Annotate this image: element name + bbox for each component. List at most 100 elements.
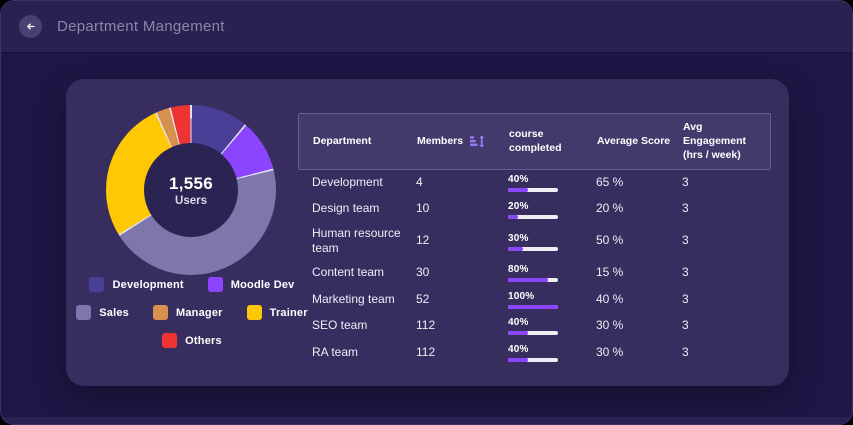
legend-swatch-icon <box>89 277 105 292</box>
progress-bar <box>508 246 558 251</box>
legend-label: Development <box>112 278 184 291</box>
column-header-label: Average Score <box>597 135 671 148</box>
progress-label: 100% <box>508 290 535 302</box>
cell-department: Human resource team <box>312 225 401 256</box>
legend-item: Development <box>89 277 184 292</box>
cell-engagement: 3 <box>682 318 689 333</box>
page-title: Department Mangement <box>57 18 225 35</box>
progress-bar <box>508 188 558 193</box>
sort-bars-updown-icon[interactable] <box>470 135 485 148</box>
legend-swatch-icon <box>246 305 262 320</box>
progress-fill <box>508 357 528 362</box>
legend-swatch-icon <box>207 277 223 292</box>
cell-members: 112 <box>416 318 436 333</box>
cell-department: Development <box>312 174 383 189</box>
column-header-avg-engagement-hrs-week: Avg Engagement (hrs / week) <box>683 120 756 163</box>
progress-label: 80% <box>508 264 529 276</box>
progress-bar <box>508 278 558 283</box>
cell-members: 52 <box>416 291 430 306</box>
cell-department: Content team <box>312 265 385 280</box>
progress-fill <box>508 331 528 336</box>
progress-fill <box>508 278 548 283</box>
legend-row: Development Moodle Dev <box>76 277 308 292</box>
cell-engagement: 3 <box>682 265 689 280</box>
table-row: Content team 30 80% 15 % 3 <box>298 260 771 287</box>
cell-course-completed: 20% <box>508 200 596 219</box>
column-header-label: Department <box>313 135 372 148</box>
legend-swatch-icon <box>162 333 178 348</box>
progress-fill <box>508 214 518 219</box>
table-row: Marketing team 52 100% 40 % 3 <box>298 286 771 313</box>
cell-department: Marketing team <box>312 291 395 306</box>
dashboard-card: 1,556 Users Development Moodle Dev Sales Ma… <box>66 79 789 386</box>
cell-course-completed: 40% <box>508 343 596 362</box>
legend-swatch-icon <box>153 305 168 320</box>
arrow-left-icon <box>25 21 36 32</box>
column-header-department: Department <box>313 134 417 148</box>
progress-bar <box>508 304 558 309</box>
donut-center: 1,556 Users <box>144 143 238 237</box>
cell-average-score: 15 % <box>596 265 624 280</box>
cell-department: Design team <box>312 201 380 216</box>
legend-swatch-icon <box>76 305 92 320</box>
column-header-label: Members <box>417 135 464 148</box>
cell-engagement: 3 <box>682 291 689 306</box>
cell-members: 30 <box>416 265 430 280</box>
column-header-average-score: Average Score <box>597 134 683 148</box>
legend-item: Others <box>162 333 222 348</box>
table-row: SEO team 112 40% 30 % 3 <box>298 313 771 340</box>
progress-label: 40% <box>508 317 529 329</box>
progress-label: 40% <box>508 343 529 355</box>
cell-course-completed: 40% <box>508 316 596 336</box>
cell-members: 112 <box>416 344 436 359</box>
donut-center-label: Users <box>175 194 207 207</box>
progress-fill <box>508 188 528 193</box>
cell-members: 12 <box>416 233 430 248</box>
cell-average-score: 30 % <box>596 344 624 359</box>
progress-bar <box>508 214 558 219</box>
legend-row: Sales Manager Trainer <box>76 305 308 320</box>
cell-course-completed: 40% <box>508 173 596 193</box>
legend-row: Others <box>76 333 308 348</box>
legend-label: Trainer <box>269 306 308 319</box>
table-header: Department Members course completed Averag… <box>298 113 771 170</box>
column-header-label: course completed <box>509 128 562 155</box>
progress-label: 40% <box>508 174 529 186</box>
cell-engagement: 3 <box>682 233 689 248</box>
cell-course-completed: 100% <box>508 290 596 309</box>
legend-label: Sales <box>99 306 129 319</box>
progress-label: 30% <box>508 232 529 244</box>
progress-fill <box>508 246 523 251</box>
progress-fill <box>508 304 558 309</box>
cell-course-completed: 80% <box>508 263 596 283</box>
cell-average-score: 20 % <box>596 201 624 216</box>
legend: Development Moodle Dev Sales Manager Trainer… <box>76 277 308 348</box>
legend-label: Others <box>185 334 222 347</box>
donut-center-value: 1,556 <box>168 173 214 193</box>
legend-label: Manager <box>176 306 223 319</box>
bottom-bar <box>1 417 852 424</box>
progress-label: 20% <box>508 200 529 212</box>
legend-label: Moodle Dev <box>230 278 295 291</box>
department-table: Department Members course completed Averag… <box>298 113 771 366</box>
cell-average-score: 30 % <box>596 318 624 333</box>
cell-average-score: 50 % <box>596 233 624 248</box>
cell-engagement: 3 <box>682 174 689 189</box>
cell-department: SEO team <box>312 318 368 333</box>
legend-item: Moodle Dev <box>207 277 295 292</box>
back-button[interactable] <box>19 15 42 38</box>
table-row: RA team 112 40% 30 % 3 <box>298 339 771 366</box>
cell-engagement: 3 <box>682 344 689 359</box>
cell-members: 10 <box>416 201 430 216</box>
column-header-label: Avg Engagement (hrs / week) <box>683 121 747 162</box>
cell-course-completed: 30% <box>508 232 596 251</box>
cell-engagement: 3 <box>682 201 689 216</box>
top-bar: Department Mangement <box>1 1 852 53</box>
table-row: Development 4 40% 65 % 3 <box>298 170 771 197</box>
column-header-course-completed: course completed <box>509 127 597 155</box>
progress-bar <box>508 357 558 362</box>
cell-members: 4 <box>416 174 423 189</box>
legend-item: Sales <box>76 305 129 320</box>
